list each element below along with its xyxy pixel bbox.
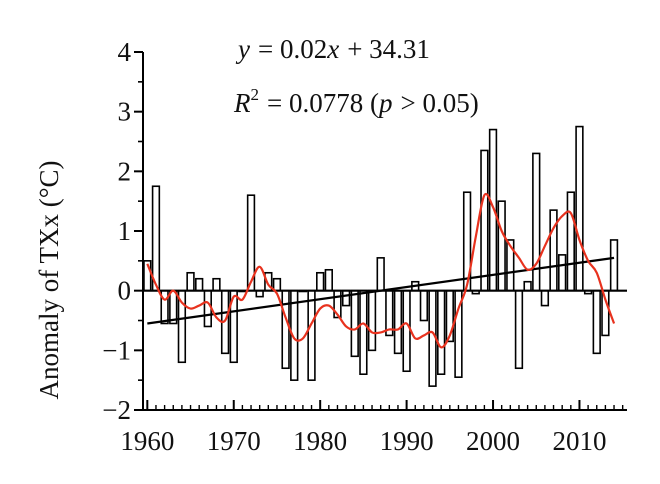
x-tick-label: 1960: [120, 426, 174, 456]
bar-1979: [307, 289, 316, 381]
bar-1990: [402, 289, 411, 373]
bar-1967: [203, 289, 212, 328]
y-tick-labels: −2 −1 0 1 2 3 4: [102, 37, 131, 425]
x-tick-label: 2000: [466, 426, 520, 456]
y-tick-label: 4: [118, 37, 132, 67]
x-tick-labels: 1960 1970 1980 1990 2000 2010: [120, 426, 606, 456]
smoothed-curve: [146, 192, 616, 349]
r-squared-label: R2 = 0.0778 (p > 0.05): [233, 85, 479, 118]
bar-1992: [419, 289, 429, 322]
x-tick-label: 1980: [293, 426, 347, 456]
y-tick-label: 0: [118, 276, 132, 306]
x-tick-label: 1970: [207, 426, 261, 456]
bar-2006: [540, 289, 550, 307]
bar-1968: [212, 277, 221, 292]
bar-1994: [437, 289, 446, 376]
bar-1984: [350, 289, 359, 358]
y-tick-label: −2: [102, 395, 131, 425]
trend-line-group: [147, 256, 615, 325]
bar-1985: [359, 289, 368, 376]
y-tick-label: −1: [102, 335, 131, 365]
bar-1987: [376, 257, 385, 292]
y-axis-label: Anomaly of TXx (°C): [34, 160, 64, 399]
bar-2012: [592, 289, 601, 355]
bar-1976: [281, 289, 290, 370]
bar-2009: [566, 191, 575, 292]
bar-1999: [480, 149, 489, 292]
bar-1989: [393, 289, 403, 355]
y-tick-label: 2: [118, 156, 132, 186]
bar-2008: [558, 254, 567, 292]
bar-2003: [514, 289, 524, 370]
smoothed-curve-group: [146, 192, 616, 349]
bar-1966: [195, 277, 204, 292]
x-tick-label: 2010: [552, 426, 606, 456]
anomaly-bars: [143, 125, 619, 387]
bar-1986: [367, 289, 377, 352]
y-tick-label: 1: [118, 216, 132, 246]
bar-2004: [523, 280, 532, 292]
bar-1980: [316, 271, 325, 292]
bar-2001: [497, 200, 506, 292]
bar-2010: [575, 125, 584, 292]
bar-1961: [151, 185, 161, 292]
y-tick-label: 3: [118, 97, 132, 127]
trend-line: [147, 256, 615, 325]
bar-1975: [272, 277, 282, 292]
bar-1965: [186, 271, 195, 292]
bar-1983: [341, 289, 351, 307]
bar-2014: [609, 239, 619, 292]
x-tick-label: 1990: [380, 426, 434, 456]
regression-equation: y = 0.02x + 34.31: [235, 34, 430, 64]
bar-1981: [324, 268, 333, 292]
